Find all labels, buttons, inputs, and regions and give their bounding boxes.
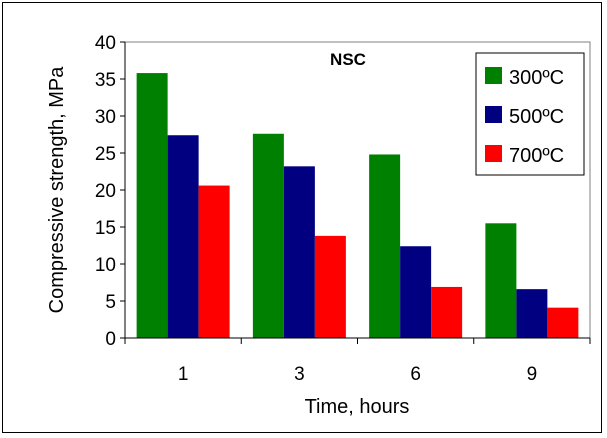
bar-9-1 <box>516 289 548 338</box>
y-tick-label-5: 5 <box>105 292 116 313</box>
y-tick-label-20: 20 <box>95 181 116 202</box>
x-tick-label-6: 6 <box>410 364 421 385</box>
x-tick-label-9: 9 <box>527 364 538 385</box>
bar-6-1 <box>400 246 432 338</box>
x-tick-label-3: 3 <box>294 364 305 385</box>
legend: 300ºC 500ºC 700ºC <box>475 52 585 176</box>
bars-layer <box>136 73 579 338</box>
y-tick-label-15: 15 <box>95 218 116 239</box>
y-tick-label-10: 10 <box>95 255 116 276</box>
bar-6-2 <box>431 286 463 338</box>
bar-1-1 <box>167 135 199 338</box>
bar-1-2 <box>198 185 230 338</box>
x-axis-title: Time, hours <box>305 396 410 418</box>
bar-3-2 <box>314 235 346 338</box>
bar-6-0 <box>369 154 401 338</box>
bar-1-0 <box>136 73 168 338</box>
legend-label-2: 700ºC <box>509 145 564 167</box>
legend-label-1: 500ºC <box>509 106 564 128</box>
legend-swatch-1 <box>485 106 502 123</box>
y-tick-label-35: 35 <box>95 70 116 91</box>
bar-9-2 <box>547 307 579 338</box>
legend-swatch-0 <box>485 67 502 84</box>
y-axis-title: Compressive strength, MPa <box>46 66 68 314</box>
y-tick-label-40: 40 <box>95 33 116 54</box>
bar-3-0 <box>252 133 284 338</box>
axes-layer: 0 5 10 15 20 25 30 35 40 1 3 6 9 <box>95 33 591 385</box>
legend-label-0: 300ºC <box>509 67 564 89</box>
x-tick-label-1: 1 <box>178 364 189 385</box>
y-tick-label-25: 25 <box>95 144 116 165</box>
chart-title: NSC <box>330 50 366 69</box>
y-tick-label-0: 0 <box>105 329 116 350</box>
y-tick-label-30: 30 <box>95 107 116 128</box>
bar-9-0 <box>485 223 517 338</box>
legend-swatch-2 <box>485 145 502 162</box>
bar-3-1 <box>283 166 315 338</box>
